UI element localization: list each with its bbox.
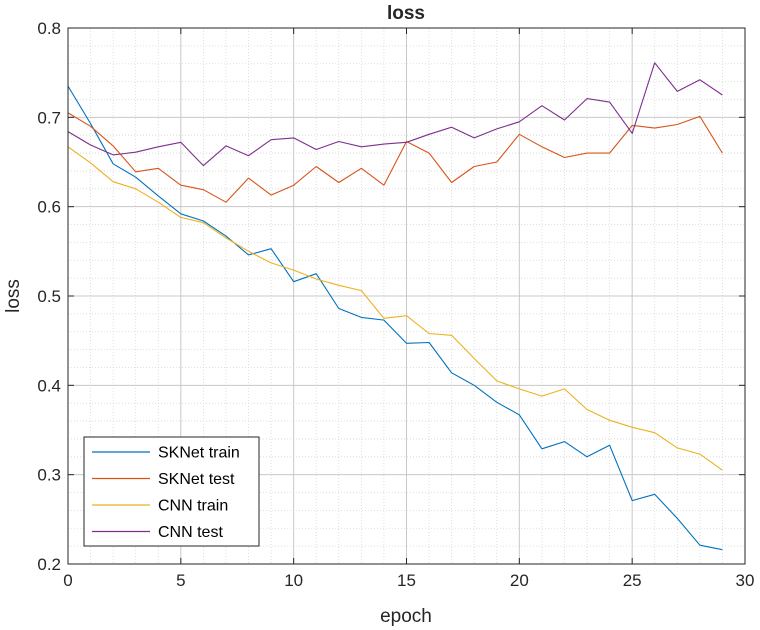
y-tick-label: 0.6 (37, 198, 61, 217)
chart-title: loss (387, 3, 425, 24)
legend-label-sknet-test: SKNet test (158, 471, 235, 488)
legend-box (83, 436, 260, 547)
x-tick-label: 30 (736, 571, 755, 590)
series-line-sknet-train (67, 85, 723, 551)
legend-label-cnn-train: CNN train (158, 498, 228, 515)
series-layer (67, 62, 723, 551)
y-tick-label: 0.5 (37, 287, 61, 306)
y-tick-label: 0.7 (37, 108, 61, 127)
x-tick-label: 5 (176, 571, 185, 590)
x-axis-label: epoch (380, 606, 432, 627)
tick-marks (67, 27, 746, 565)
legend-label-cnn-test: CNN test (158, 524, 223, 541)
x-tick-label: 0 (63, 571, 72, 590)
series-line-cnn-test (67, 62, 723, 167)
y-tick-label: 0.8 (37, 19, 61, 38)
legend: SKNet train SKNet test CNN train CNN test (83, 436, 260, 547)
y-tick-labels: 0.2 0.3 0.4 0.5 0.6 0.7 0.8 (37, 19, 61, 574)
x-tick-label: 20 (510, 571, 529, 590)
series-line-cnn-train (67, 146, 723, 471)
x-tick-label: 15 (397, 571, 416, 590)
x-tick-label: 10 (284, 571, 303, 590)
legend-label-sknet-train: SKNet train (158, 445, 240, 462)
x-tick-label: 25 (623, 571, 642, 590)
y-tick-label: 0.4 (37, 376, 61, 395)
y-tick-label: 0.3 (37, 466, 61, 485)
y-axis-label: loss (3, 279, 24, 313)
series-line-sknet-test (67, 112, 723, 203)
y-tick-label: 0.2 (37, 555, 61, 574)
x-tick-labels: 0 5 10 15 20 25 30 (63, 571, 754, 590)
